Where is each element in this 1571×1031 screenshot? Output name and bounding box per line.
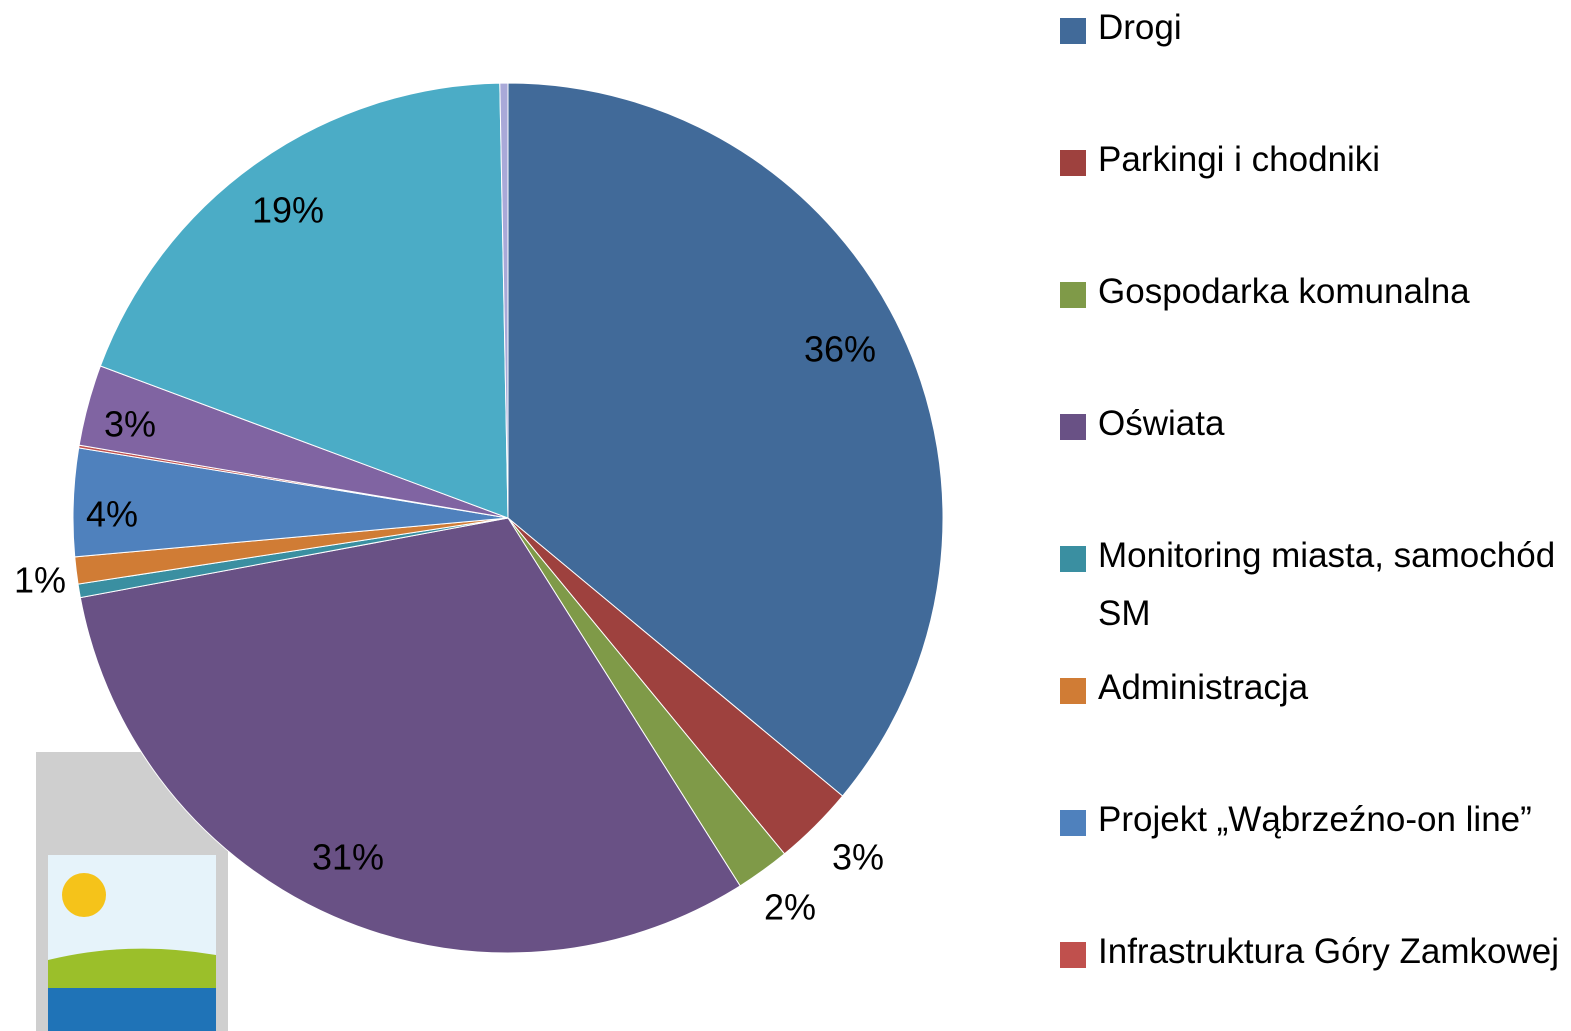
legend-entry: Administracja [1060,659,1560,717]
data-label: 2% [764,887,816,928]
data-label: 36% [804,329,876,370]
data-label: 31% [312,837,384,878]
legend-entry: Gospodarka komunalna [1060,263,1560,321]
pie-slice [507,82,944,797]
legend-swatch [1060,810,1086,836]
legend-label: Projekt „Wąbrzeźno-on line” [1098,800,1532,839]
pie-slice [99,82,509,519]
legend-swatch [1060,942,1086,968]
pie-slice [499,82,509,519]
legend-swatch [1060,150,1086,176]
data-label: 19% [252,190,324,231]
data-label: 4% [86,494,138,535]
legend-swatch [1060,282,1086,308]
pie-slice [79,517,741,954]
legend-label: Monitoring miasta, samochód SM [1098,536,1556,633]
legend-entry: Drogi [1060,0,1560,57]
legend-label: Parkingi i chodniki [1098,140,1381,179]
legend-entry: Monitoring miasta, samochód SM [1060,527,1560,643]
legend-label: Drogi [1098,8,1182,47]
legend-entry: Oświata [1060,395,1560,453]
legend-swatch [1060,414,1086,440]
legend-entry: Infrastruktura Góry Zamkowej [1060,923,1560,981]
legend-label: Administracja [1098,668,1309,707]
legend-label: Oświata [1098,404,1225,443]
legend-label: Infrastruktura Góry Zamkowej [1098,932,1559,971]
data-label: 3% [104,404,156,445]
legend-entry: Parkingi i chodniki [1060,131,1560,189]
legend-label: Gospodarka komunalna [1098,272,1470,311]
data-label: 1% [14,560,66,601]
legend-entry: Projekt „Wąbrzeźno-on line” [1060,791,1560,849]
data-label: 3% [832,837,884,878]
legend-swatch [1060,678,1086,704]
legend-swatch [1060,546,1086,572]
legend-swatch [1060,18,1086,44]
